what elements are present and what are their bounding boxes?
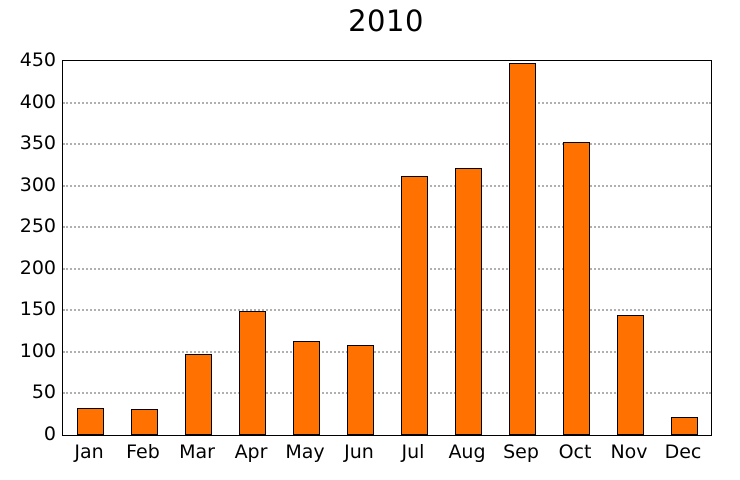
y-tick-label-400: 400: [19, 90, 56, 113]
y-tick-label-350: 350: [19, 132, 56, 155]
x-tick-label-jun: Jun: [344, 441, 374, 463]
y-tick-label-450: 450: [19, 49, 56, 71]
gridline-350: [63, 143, 711, 146]
bar-jul: [400, 175, 428, 435]
x-tick-label-jul: Jul: [401, 441, 425, 463]
x-tick-label-sep: Sep: [503, 441, 539, 463]
bar-aug: [454, 168, 482, 435]
chart-title: 2010: [348, 4, 424, 38]
y-tick-label-100: 100: [19, 339, 56, 362]
y-tick-label-0: 0: [43, 423, 56, 445]
bar-sep: [508, 62, 536, 435]
gridline-400: [63, 101, 711, 104]
gridline-250: [63, 226, 711, 229]
y-tick-label-150: 150: [19, 298, 56, 321]
gridline-150: [63, 309, 711, 312]
x-tick-label-nov: Nov: [610, 441, 648, 463]
x-tick-label-feb: Feb: [126, 441, 160, 463]
x-tick-label-apr: Apr: [234, 441, 268, 463]
y-tick-label-200: 200: [19, 256, 56, 279]
bar-jan: [76, 407, 104, 435]
plot-area: [62, 60, 712, 436]
bar-nov: [616, 315, 644, 435]
bar-jun: [346, 345, 374, 435]
gridline-300: [63, 184, 711, 187]
gridline-50: [63, 392, 711, 395]
x-tick-label-may: May: [285, 441, 325, 463]
bar-oct: [562, 141, 590, 435]
gridline-200: [63, 267, 711, 270]
y-tick-label-250: 250: [19, 215, 56, 238]
y-tick-label-300: 300: [19, 173, 56, 196]
x-tick-label-mar: Mar: [179, 441, 215, 463]
bar-dec: [670, 416, 698, 435]
bar-may: [292, 341, 320, 435]
x-tick-label-oct: Oct: [558, 441, 592, 463]
gridline-100: [63, 350, 711, 353]
x-tick-label-dec: Dec: [664, 441, 702, 463]
y-tick-label-50: 50: [31, 381, 56, 404]
x-tick-label-aug: Aug: [448, 441, 486, 463]
bar-apr: [238, 311, 266, 435]
bar-feb: [130, 409, 158, 435]
bar-mar: [184, 353, 212, 435]
x-tick-label-jan: Jan: [74, 441, 104, 463]
